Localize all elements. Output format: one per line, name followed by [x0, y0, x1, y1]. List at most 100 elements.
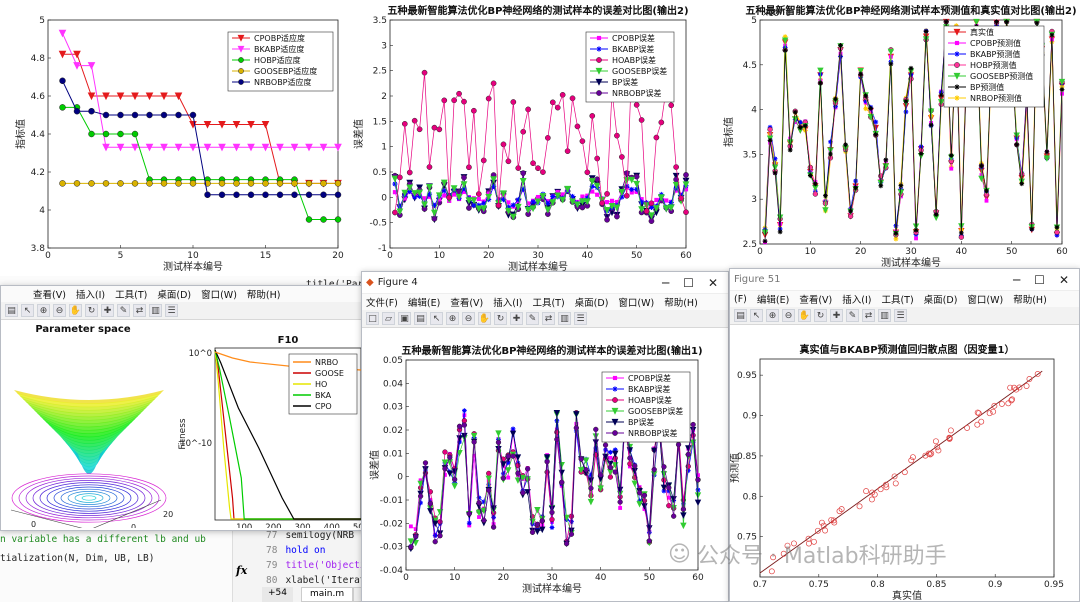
- rotate-icon[interactable]: ↻: [814, 309, 827, 322]
- series-line: [62, 33, 338, 148]
- data-point: [238, 79, 244, 85]
- brush-icon[interactable]: ✎: [526, 312, 539, 325]
- legend-icon[interactable]: ☰: [574, 312, 587, 325]
- y-tick-label: -0.03: [380, 543, 403, 553]
- menu-edit[interactable]: 编辑(E): [756, 295, 790, 306]
- datacursor-icon[interactable]: ✚: [101, 304, 114, 317]
- zoom-in-icon[interactable]: ⊕: [446, 312, 459, 325]
- menu-tools[interactable]: 工具(T): [115, 290, 148, 301]
- menu-help[interactable]: 帮助(H): [246, 290, 281, 301]
- contour-ring: [32, 480, 146, 516]
- data-point: [160, 180, 168, 187]
- y-tick-label: 1: [381, 143, 387, 153]
- pan-icon[interactable]: ✋: [69, 304, 82, 317]
- x-axis-label: 测试样本编号: [881, 256, 941, 269]
- minimize-button[interactable]: ─: [661, 275, 670, 290]
- line-code: title('Objectiv: [285, 560, 365, 571]
- menu-insert[interactable]: 插入(I): [493, 298, 523, 309]
- scatter-point: [868, 496, 875, 503]
- data-point: [954, 62, 960, 68]
- menu-view[interactable]: 查看(V): [799, 295, 833, 306]
- zoom-in-icon[interactable]: ⊕: [766, 309, 779, 322]
- x-tick-label: 60: [692, 573, 704, 583]
- menu-insert[interactable]: 插入(I): [75, 290, 106, 301]
- zoom-out-icon[interactable]: ⊖: [53, 304, 66, 317]
- print-icon[interactable]: ▤: [5, 304, 18, 317]
- rotate-icon[interactable]: ↻: [85, 304, 98, 317]
- pointer-icon[interactable]: ↖: [21, 304, 34, 317]
- brush-icon[interactable]: ✎: [846, 309, 859, 322]
- legend-label: 真实值: [970, 27, 994, 37]
- pointer-icon[interactable]: ↖: [430, 312, 443, 325]
- menu-help[interactable]: 帮助(H): [664, 298, 698, 309]
- window-controls: ─ ☐ ✕: [1013, 273, 1075, 287]
- y-tick-label: 0.9: [743, 412, 758, 422]
- menu-window[interactable]: 窗口(W): [618, 298, 655, 309]
- close-button[interactable]: ✕: [1058, 272, 1069, 287]
- y-tick-label: 5: [751, 16, 757, 26]
- legend-icon[interactable]: ☰: [894, 309, 907, 322]
- y-tick-label: 3: [381, 41, 387, 51]
- error2-figure: 0 10 20 30 40 50 60 -1 -0.5 0 0.5 1 1.5 2 2.5 3 3.5 测试样本编…: [352, 0, 722, 276]
- menu-tools[interactable]: 工具(T): [532, 298, 565, 309]
- menu-help[interactable]: 帮助(H): [1013, 295, 1047, 306]
- maximize-button[interactable]: ☐: [683, 275, 694, 290]
- colorbar-icon[interactable]: ▥: [149, 304, 162, 317]
- pan-icon[interactable]: ✋: [798, 309, 811, 322]
- pan-icon[interactable]: ✋: [478, 312, 491, 325]
- menu-view[interactable]: 查看(V): [450, 298, 484, 309]
- colorbar-icon[interactable]: ▥: [878, 309, 891, 322]
- minimize-button[interactable]: ─: [1012, 272, 1021, 287]
- data-point: [305, 191, 313, 199]
- menu-desktop[interactable]: 桌面(D): [574, 298, 609, 309]
- new-figure-icon[interactable]: □: [366, 312, 379, 325]
- datacursor-icon[interactable]: ✚: [830, 309, 843, 322]
- zoom-in-icon[interactable]: ⊕: [37, 304, 50, 317]
- editor-comment-2: tialization(N, Dim, UB, LB): [0, 553, 155, 564]
- tab-main-m[interactable]: main.m: [301, 587, 354, 602]
- menu-view[interactable]: 查看(V): [33, 290, 66, 301]
- fx-icon[interactable]: fx: [236, 564, 248, 577]
- link-icon[interactable]: ⇄: [542, 312, 555, 325]
- pointer-icon[interactable]: ↖: [750, 309, 763, 322]
- print-icon[interactable]: ▤: [734, 309, 747, 322]
- legend-icon[interactable]: ☰: [165, 304, 178, 317]
- rotate-icon[interactable]: ↻: [494, 312, 507, 325]
- legend-label: CPOBP预测值: [970, 38, 1021, 48]
- menu-desktop[interactable]: 桌面(D): [157, 290, 192, 301]
- menu-desktop[interactable]: 桌面(D): [923, 295, 958, 306]
- menu-tools[interactable]: 工具(T): [881, 295, 914, 306]
- x-tick-label: 0: [757, 247, 763, 257]
- data-point: [146, 111, 153, 119]
- data-point: [58, 29, 67, 38]
- colorbar-icon[interactable]: ▥: [558, 312, 571, 325]
- data-point: [334, 191, 342, 199]
- print-icon[interactable]: ▤: [414, 312, 427, 325]
- x-tick-label: 0.85: [926, 580, 946, 590]
- menu-insert[interactable]: 插入(I): [842, 295, 872, 306]
- zoom-out-icon[interactable]: ⊖: [462, 312, 475, 325]
- menu-edit[interactable]: 编辑(E): [407, 298, 441, 309]
- link-icon[interactable]: ⇄: [862, 309, 875, 322]
- open-icon[interactable]: ▱: [382, 312, 395, 325]
- menu-file[interactable]: (F): [734, 293, 747, 305]
- save-icon[interactable]: ▣: [398, 312, 411, 325]
- data-point: [174, 92, 183, 101]
- datacursor-icon[interactable]: ✚: [510, 312, 523, 325]
- scatter-point: [928, 450, 935, 457]
- zoom-out-icon[interactable]: ⊖: [782, 309, 795, 322]
- scatter-point: [805, 535, 812, 542]
- maximize-button[interactable]: ☐: [1034, 272, 1045, 287]
- chart-title: 五种最新智能算法优化BP神经网络的测试样本的误差对比图(输出2): [387, 4, 688, 17]
- link-icon[interactable]: ⇄: [133, 304, 146, 317]
- menu-window[interactable]: 窗口(W): [201, 290, 237, 301]
- scatter-point: [1023, 383, 1030, 389]
- brush-icon[interactable]: ✎: [117, 304, 130, 317]
- menu-file[interactable]: 文件(F): [366, 298, 398, 309]
- y-tick-label: 0.85: [737, 452, 757, 462]
- x-tick-label: 0.75: [809, 580, 829, 590]
- data-point: [247, 121, 255, 129]
- close-button[interactable]: ✕: [707, 275, 718, 290]
- menu-window[interactable]: 窗口(W): [967, 295, 1004, 306]
- x-axis-label: 测试样本编号: [508, 260, 568, 273]
